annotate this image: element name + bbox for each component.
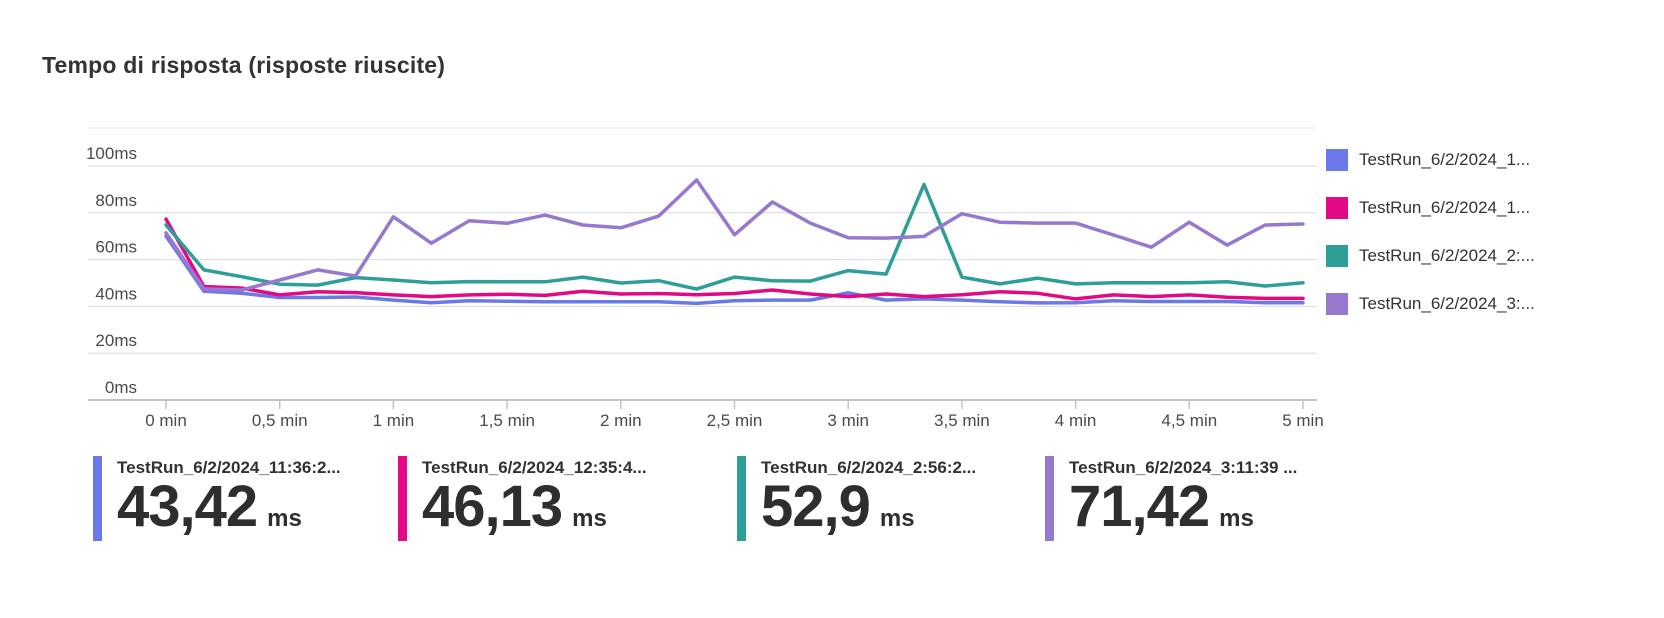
x-axis-label: 1 min: [373, 411, 415, 430]
legend-label: TestRun_6/2/2024_1...: [1359, 150, 1531, 169]
legend-item-series-4[interactable]: TestRun_6/2/2024_3:...: [1326, 280, 1656, 328]
legend-swatch-blue: [1326, 149, 1348, 171]
metric-value: 52,9: [761, 474, 871, 539]
metric-card-testrun-2[interactable]: TestRun_6/2/2024_12:35:4... 46,13 ms: [398, 456, 647, 541]
x-axis-label: 3,5 min: [934, 411, 990, 430]
y-axis-label: 0ms: [105, 378, 137, 397]
series-line-4[interactable]: [164, 178, 1305, 292]
legend-swatch-pink: [1326, 197, 1348, 219]
page-title: Tempo di risposta (risposte riuscite): [42, 52, 446, 78]
metric-color-bar: [93, 456, 102, 541]
y-axis-label: 40ms: [95, 284, 137, 303]
x-axis-label: 2,5 min: [707, 411, 763, 430]
legend-swatch-purple: [1326, 293, 1348, 315]
x-axis-label: 2 min: [600, 411, 642, 430]
legend-item-series-1[interactable]: TestRun_6/2/2024_1...: [1326, 136, 1656, 184]
metric-unit: ms: [879, 505, 915, 532]
metric-value: 46,13: [422, 474, 563, 539]
x-axis-label: 5 min: [1282, 411, 1324, 430]
metric-unit: ms: [1219, 505, 1254, 532]
legend-label: TestRun_6/2/2024_3:...: [1359, 294, 1535, 313]
metric-name: TestRun_6/2/2024_11:36:2...: [117, 458, 341, 477]
metric-value: 43,42: [117, 474, 258, 539]
metric-color-bar: [398, 456, 407, 541]
metric-card-testrun-1[interactable]: TestRun_6/2/2024_11:36:2... 43,42 ms: [93, 456, 341, 541]
metric-name: TestRun_6/2/2024_2:56:2...: [761, 458, 977, 477]
chart-legend: TestRun_6/2/2024_1... TestRun_6/2/2024_1…: [1326, 136, 1656, 328]
metric-name: TestRun_6/2/2024_12:35:4...: [422, 458, 647, 477]
series-line-1[interactable]: [164, 234, 1305, 306]
metric-color-bar: [737, 456, 746, 541]
x-axis-label: 1,5 min: [479, 411, 535, 430]
y-axis-label: 20ms: [95, 331, 137, 350]
x-axis-label: 0 min: [145, 411, 187, 430]
metric-value: 71,42: [1069, 474, 1210, 539]
legend-item-series-3[interactable]: TestRun_6/2/2024_2:...: [1326, 232, 1656, 280]
legend-label: TestRun_6/2/2024_2:...: [1359, 246, 1535, 265]
y-axis-label: 100ms: [86, 144, 137, 163]
x-axis-label: 3 min: [827, 411, 869, 430]
x-axis-label: 4,5 min: [1161, 411, 1217, 430]
metric-unit: ms: [267, 505, 302, 532]
metric-name: TestRun_6/2/2024_3:11:39 ...: [1069, 458, 1298, 477]
legend-item-series-2[interactable]: TestRun_6/2/2024_1...: [1326, 184, 1656, 232]
y-axis-label: 60ms: [95, 238, 137, 257]
legend-label: TestRun_6/2/2024_1...: [1359, 198, 1531, 217]
response-time-line-chart[interactable]: 0ms 20ms 40ms 60ms 80ms 100ms 0 min 0,5 min 1 mi…: [0, 0, 1340, 440]
metric-unit: ms: [572, 505, 607, 532]
legend-swatch-teal: [1326, 245, 1348, 267]
series-line-2[interactable]: [164, 217, 1305, 301]
metric-card-testrun-4[interactable]: TestRun_6/2/2024_3:11:39 ... 71,42 ms: [1045, 456, 1297, 541]
x-axis-label: 4 min: [1055, 411, 1097, 430]
y-axis-label: 80ms: [95, 191, 137, 210]
x-axis-label: 0,5 min: [252, 411, 308, 430]
metric-card-testrun-3[interactable]: TestRun_6/2/2024_2:56:2... 52,9 ms: [737, 456, 976, 541]
metric-color-bar: [1045, 456, 1054, 541]
